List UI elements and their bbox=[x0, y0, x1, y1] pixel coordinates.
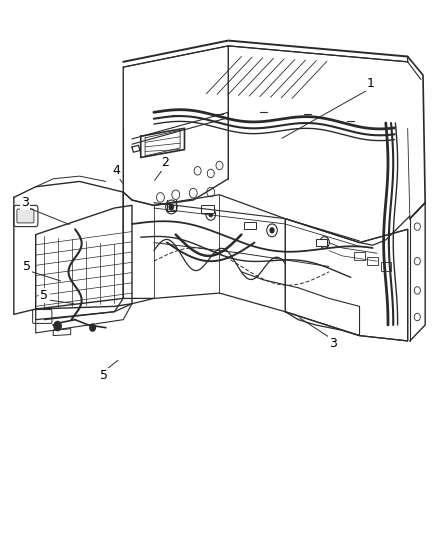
Circle shape bbox=[321, 240, 326, 246]
Text: 5: 5 bbox=[40, 289, 48, 302]
Text: 3: 3 bbox=[21, 196, 28, 209]
Circle shape bbox=[208, 212, 213, 217]
FancyBboxPatch shape bbox=[14, 205, 38, 227]
FancyBboxPatch shape bbox=[367, 257, 377, 265]
Text: 5: 5 bbox=[99, 369, 107, 382]
Circle shape bbox=[89, 324, 96, 332]
FancyBboxPatch shape bbox=[32, 310, 52, 324]
Text: 1: 1 bbox=[366, 77, 374, 90]
Text: 4: 4 bbox=[113, 164, 120, 177]
FancyBboxPatch shape bbox=[17, 209, 34, 223]
Circle shape bbox=[269, 227, 274, 233]
FancyBboxPatch shape bbox=[201, 205, 214, 213]
Text: 3: 3 bbox=[328, 337, 336, 350]
FancyBboxPatch shape bbox=[315, 239, 326, 246]
Text: 2: 2 bbox=[160, 156, 168, 169]
Circle shape bbox=[53, 321, 62, 332]
FancyBboxPatch shape bbox=[243, 222, 255, 229]
FancyBboxPatch shape bbox=[353, 252, 364, 260]
FancyBboxPatch shape bbox=[380, 262, 390, 271]
Circle shape bbox=[168, 204, 174, 211]
Text: 5: 5 bbox=[23, 260, 31, 273]
